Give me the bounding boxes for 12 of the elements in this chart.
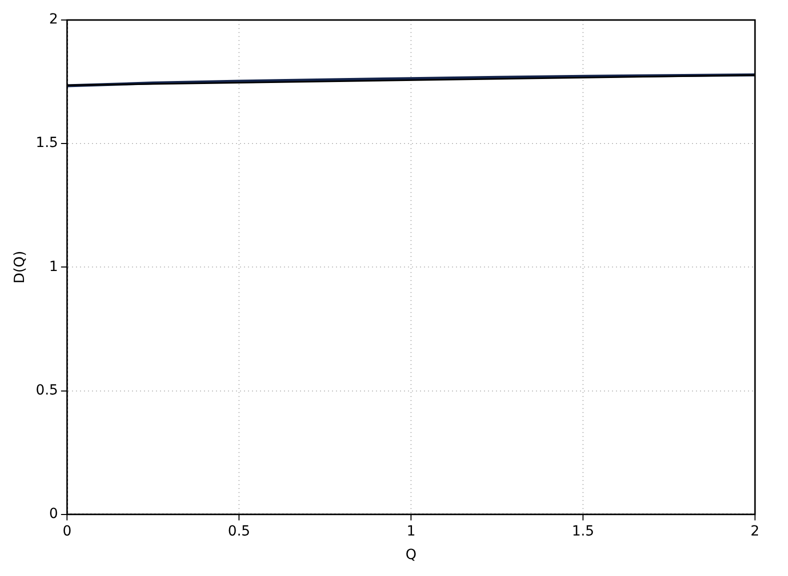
y-tick-label: 1 <box>49 258 58 275</box>
y-tick-label: 2 <box>49 12 58 28</box>
x-axis-title: Q <box>406 547 417 564</box>
x-tick-label: 1 <box>406 523 416 540</box>
y-tick-label: 1.5 <box>36 135 58 152</box>
x-tick-label: 0 <box>62 523 72 540</box>
y-tick-label: 0.5 <box>36 382 58 398</box>
y-tick-label: 0 <box>49 506 58 522</box>
y-axis-title: D(Q) <box>12 250 28 284</box>
x-tick-label: 1.5 <box>572 523 594 540</box>
x-tick-label: 0.5 <box>228 523 250 540</box>
x-tick-label: 2 <box>750 523 760 540</box>
